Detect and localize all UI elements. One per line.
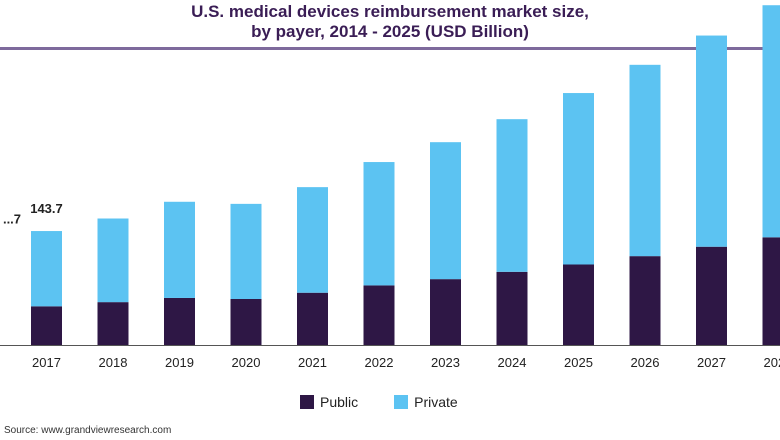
bar-public-2020 xyxy=(230,299,262,345)
x-tick-label-2026: 2026 xyxy=(631,355,660,370)
bar-public-2023 xyxy=(430,279,461,345)
legend-swatch-private xyxy=(394,395,409,409)
bar-public-2025 xyxy=(563,264,594,345)
bar-public-2021 xyxy=(297,292,328,345)
bar-private-2024 xyxy=(496,119,528,272)
bar-private-2022 xyxy=(363,162,395,286)
source-note: Source: www.grandviewresearch.com xyxy=(4,425,172,436)
bar-private-2026 xyxy=(629,64,661,257)
chart-title-line2: by payer, 2014 - 2025 (USD Billion) xyxy=(251,22,529,41)
x-tick-label-2017: 2017 xyxy=(32,355,61,370)
data-label-2016: ...7 xyxy=(3,212,21,227)
x-tick-label-2023: 2023 xyxy=(431,355,460,370)
chart-title-line1: U.S. medical devices reimbursement marke… xyxy=(191,2,589,21)
x-tick-label-2019: 2019 xyxy=(165,355,194,370)
x-tick-label-2020: 2020 xyxy=(232,355,261,370)
bar-private-2027 xyxy=(696,35,727,247)
legend-label-public: Public xyxy=(320,394,359,410)
legend-item-public: Public xyxy=(300,394,358,410)
bar-public-2017 xyxy=(31,306,62,345)
bar-private-2019 xyxy=(164,201,195,298)
bar-public-2028 xyxy=(762,237,780,345)
bar-public-2024 xyxy=(496,271,528,345)
bar-public-2027 xyxy=(696,246,727,345)
legend-swatch-public xyxy=(300,395,314,409)
x-tick-label-2022: 2022 xyxy=(365,355,394,370)
bar-private-2018 xyxy=(97,218,129,303)
x-tick-label-2028: 2028 xyxy=(764,355,780,370)
bar-public-2026 xyxy=(629,256,661,345)
x-tick-label-2018: 2018 xyxy=(99,355,128,370)
bar-private-2017 xyxy=(31,231,62,307)
x-tick-label-2027: 2027 xyxy=(697,355,726,370)
legend-label-private: Private xyxy=(414,394,458,410)
bar-public-2019 xyxy=(164,297,195,345)
bar-private-2020 xyxy=(230,203,262,299)
bar-private-2028 xyxy=(762,5,780,238)
bar-public-2022 xyxy=(363,285,395,345)
title-divider xyxy=(0,47,780,50)
data-label-2017: 143.7 xyxy=(30,201,63,216)
x-tick-label-2024: 2024 xyxy=(498,355,527,370)
bar-public-2018 xyxy=(97,302,129,345)
bar-private-2025 xyxy=(563,93,594,265)
legend-item-private: Private xyxy=(394,394,458,410)
legend: Public Private xyxy=(300,394,494,410)
x-tick-label-2025: 2025 xyxy=(564,355,593,370)
bar-private-2023 xyxy=(430,142,461,280)
chart-title: U.S. medical devices reimbursement marke… xyxy=(0,2,780,42)
x-tick-label-2021: 2021 xyxy=(298,355,327,370)
bar-private-2021 xyxy=(297,187,328,293)
